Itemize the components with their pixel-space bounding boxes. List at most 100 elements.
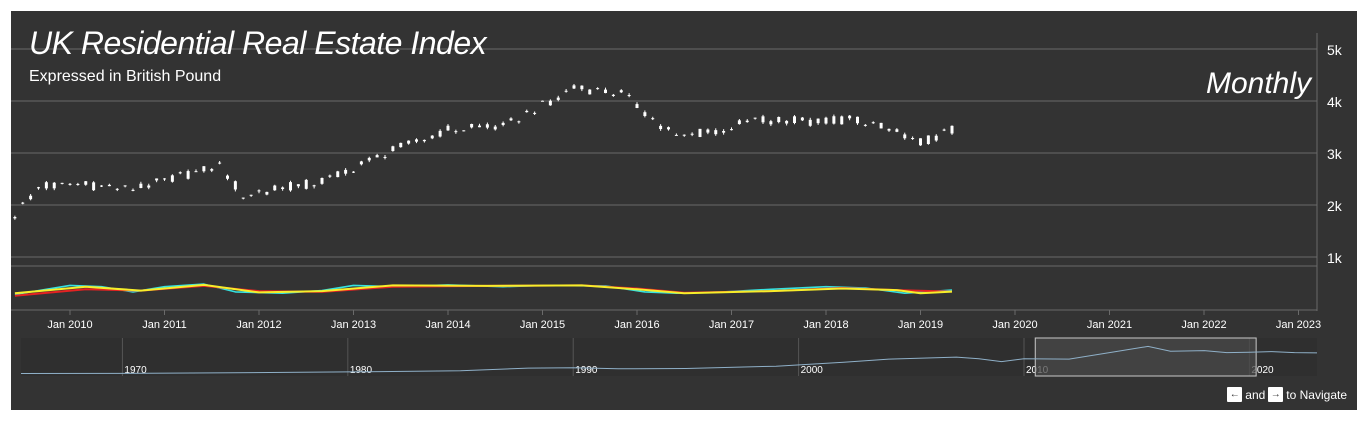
candle-body xyxy=(107,184,111,187)
candle-body xyxy=(808,119,812,126)
candle-body xyxy=(682,134,686,136)
candle-body xyxy=(501,122,505,125)
candle-body xyxy=(745,120,749,123)
candle-body xyxy=(793,116,796,123)
y-tick-label: 3k xyxy=(1327,146,1343,162)
candle-body xyxy=(848,115,852,119)
candle-body xyxy=(446,125,450,131)
candle-body xyxy=(52,182,56,189)
candle-body xyxy=(123,185,127,187)
arrow-right-icon[interactable]: → xyxy=(1268,387,1284,402)
navigation-hint: ← and → to Navigate xyxy=(1227,387,1347,402)
navigation-connector: and xyxy=(1245,387,1266,402)
candle-body xyxy=(903,134,907,139)
candle-body xyxy=(13,217,17,219)
candle-body xyxy=(29,195,33,200)
candle-body xyxy=(430,135,434,139)
candle-body xyxy=(667,127,670,130)
candle-body xyxy=(399,142,403,148)
x-tick-label: Jan 2011 xyxy=(142,319,186,331)
candle-body xyxy=(690,133,694,135)
candle-body xyxy=(194,171,198,173)
candle-body xyxy=(241,197,245,199)
candle-body xyxy=(895,129,899,132)
candle-body xyxy=(525,110,529,113)
x-tick-label: Jan 2018 xyxy=(803,319,848,331)
candle-body xyxy=(344,169,348,174)
y-tick-label: 1k xyxy=(1327,250,1343,266)
candle-body xyxy=(454,131,458,133)
candle-body xyxy=(714,130,718,135)
candle-body xyxy=(320,177,324,184)
candle-body xyxy=(60,182,64,184)
x-tick-label: Jan 2012 xyxy=(236,319,281,331)
y-axis: 1k 2k 3k 4k 5k xyxy=(1316,33,1343,311)
candle-body xyxy=(509,118,513,121)
candle-body xyxy=(155,178,159,181)
arrow-left-icon[interactable]: ← xyxy=(1227,387,1243,402)
candle-body xyxy=(950,125,954,134)
candle-body xyxy=(706,129,710,133)
candle-body xyxy=(218,162,222,164)
oscillator-yellow-line xyxy=(14,283,953,295)
candle-body xyxy=(92,182,96,191)
candle-body xyxy=(800,117,804,121)
candle-body xyxy=(131,189,135,191)
candle-body xyxy=(84,181,88,185)
chart-panel: Jan 2010 Jan 2011 Jan 2012 Jan 2013 Jan 2014… xyxy=(11,11,1357,410)
candle-body xyxy=(863,124,867,126)
navigator-window[interactable] xyxy=(1034,337,1257,377)
navigator: 197019801990200020102020 xyxy=(20,337,1318,377)
x-axis: Jan 2010 Jan 2011 Jan 2012 Jan 2013 Jan 2014… xyxy=(47,310,1321,331)
frequency-label[interactable]: Monthly xyxy=(1205,67,1311,100)
candle-body xyxy=(824,117,828,124)
y-tick-label: 4k xyxy=(1327,94,1343,110)
x-tick-label: Jan 2021 xyxy=(1087,319,1132,331)
x-tick-label: Jan 2017 xyxy=(709,319,754,331)
navigator-tick-label: 1980 xyxy=(350,365,373,376)
x-tick-label: Jan 2023 xyxy=(1276,319,1321,331)
x-tick-label: Jan 2010 xyxy=(47,319,92,331)
candle-body xyxy=(178,172,182,174)
navigator-series-line xyxy=(20,345,1318,374)
x-tick-label: Jan 2013 xyxy=(331,319,376,331)
candle-body xyxy=(233,181,237,190)
candle-body xyxy=(761,116,765,123)
candle-body xyxy=(934,135,938,141)
candle-body xyxy=(619,90,623,93)
candle-body xyxy=(856,116,859,124)
candle-body xyxy=(100,185,103,187)
candle-body xyxy=(785,120,789,124)
chart-subtitle: Expressed in British Pound xyxy=(29,68,222,85)
x-tick-label: Jan 2022 xyxy=(1181,319,1226,331)
candle-body xyxy=(383,156,387,158)
x-tick-label: Jan 2015 xyxy=(520,319,565,331)
candle-body xyxy=(840,116,844,125)
candle-body xyxy=(147,185,151,188)
candle-body xyxy=(604,89,607,94)
candle-body xyxy=(919,138,922,146)
candle-body xyxy=(407,140,411,144)
candle-body xyxy=(115,188,119,190)
candle-body xyxy=(44,182,48,189)
candle-body xyxy=(139,183,143,188)
candle-body xyxy=(68,183,72,185)
candle-body xyxy=(296,184,300,187)
x-tick-label: Jan 2016 xyxy=(614,319,659,331)
price-grid xyxy=(11,48,1317,311)
candle-body xyxy=(37,187,40,189)
candle-body xyxy=(769,121,773,125)
candle-body xyxy=(580,85,584,90)
candle-body xyxy=(588,89,592,95)
candle-body xyxy=(202,166,206,172)
candle-body xyxy=(911,138,915,140)
oscillator-pane xyxy=(14,283,953,297)
candle-body xyxy=(462,130,466,132)
candle-body xyxy=(226,175,229,179)
candle-body xyxy=(730,129,733,131)
candle-body xyxy=(832,116,836,124)
candle-body xyxy=(674,134,678,136)
navigation-suffix: to Navigate xyxy=(1286,387,1347,402)
candle-body xyxy=(887,128,891,131)
candle-body xyxy=(375,155,379,158)
